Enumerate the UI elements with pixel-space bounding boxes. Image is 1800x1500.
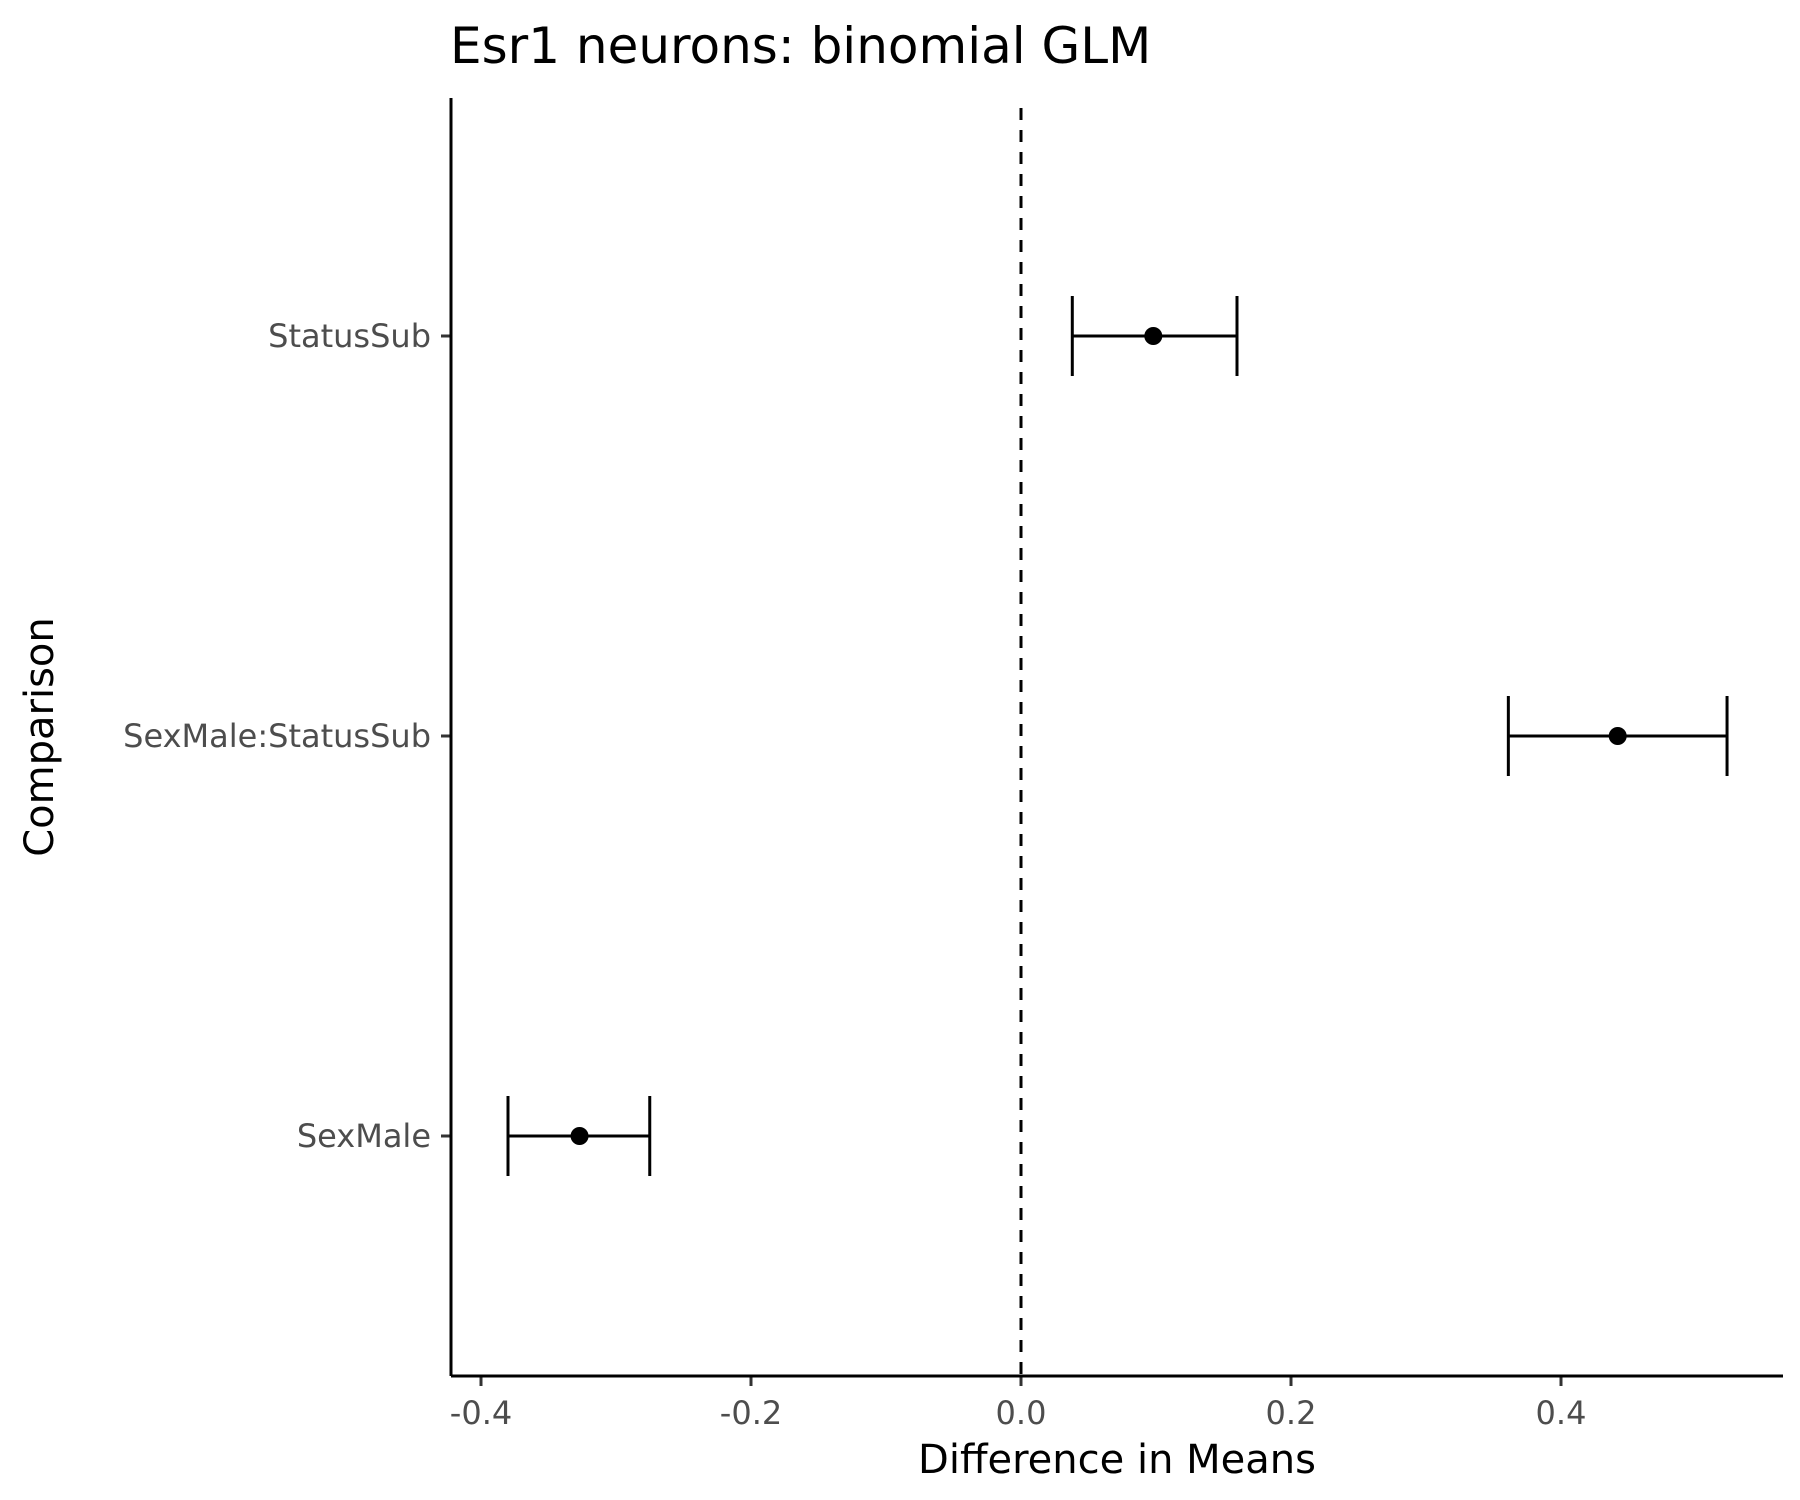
error-bar-group — [506, 1096, 652, 1176]
error-bar-group — [1070, 296, 1239, 376]
y-tick-label: StatusSub — [268, 317, 431, 355]
x-tick-label: 0.4 — [1536, 1394, 1587, 1432]
x-tick-label: 0.2 — [1266, 1394, 1317, 1432]
estimate-point — [1608, 727, 1627, 745]
y-tick-label: SexMale — [297, 1117, 431, 1155]
x-axis-title: Difference in Means — [918, 1437, 1316, 1483]
error-bar-group — [1506, 696, 1729, 776]
estimate-point — [570, 1127, 589, 1145]
x-tick-label: 0.0 — [996, 1394, 1047, 1432]
y-tick-label: SexMale:StatusSub — [123, 717, 431, 755]
chart-title: Esr1 neurons: binomial GLM — [450, 17, 1151, 75]
estimate-point — [1144, 327, 1163, 345]
x-tick-label: -0.2 — [720, 1394, 782, 1432]
x-tick-label: -0.4 — [450, 1394, 512, 1432]
y-axis-ticks: SexMale SexMale:StatusSub StatusSub — [123, 317, 451, 1155]
plot-area — [506, 108, 1729, 1376]
y-axis-title: Comparison — [17, 617, 63, 857]
x-axis-ticks: -0.4 -0.2 0.0 0.2 0.4 — [450, 1376, 1587, 1432]
